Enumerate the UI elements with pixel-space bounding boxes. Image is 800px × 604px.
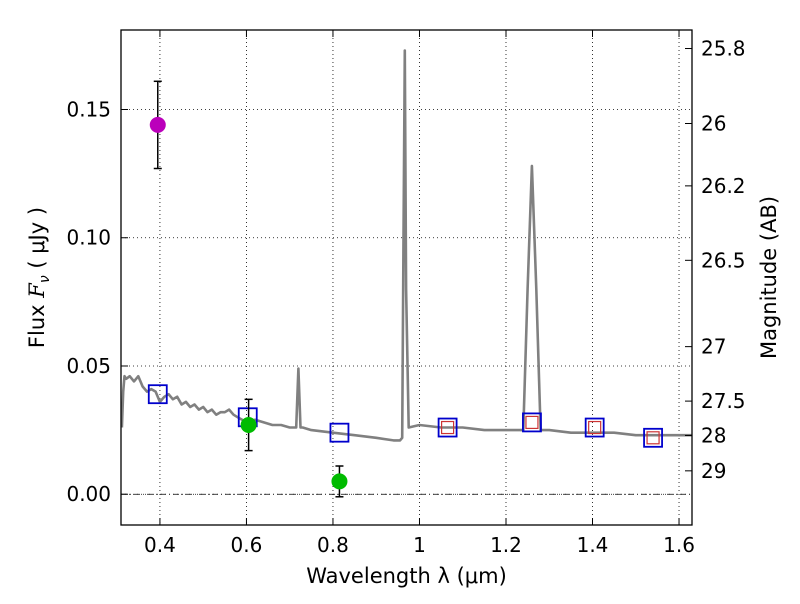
y-tick-label: 0.15 <box>66 98 111 122</box>
y2-tick-label: 27 <box>701 335 726 359</box>
y-tick-label: 0.05 <box>66 354 111 378</box>
y2-tick-label: 26.2 <box>701 174 746 198</box>
y-tick-label: 0.00 <box>66 482 111 506</box>
x-tick-label: 1.2 <box>490 533 522 557</box>
model-photometry-marker <box>437 417 458 438</box>
y2-tick-label: 26.5 <box>701 248 746 272</box>
observed-flux-point <box>240 416 257 433</box>
x-tick-label: 1.4 <box>577 533 609 557</box>
model-photometry-marker <box>147 384 168 405</box>
model-photometry-marker <box>643 427 663 448</box>
y2-tick-label: 28 <box>701 423 726 447</box>
y-axis: 0.00 0.05 0.10 0.15 <box>66 98 128 506</box>
y2-axis: 25.8 26 26.2 26.5 27 27.5 28 29 <box>685 37 746 483</box>
x-tick-label: 0.4 <box>144 533 176 557</box>
model-photometry-inner-marker <box>646 431 660 445</box>
model-photometry-marker <box>584 417 605 438</box>
sed-model-line <box>121 49 692 442</box>
x-tick-label: 1.6 <box>663 533 695 557</box>
y-axis-label: Flux Fν ( μJy ) <box>25 207 53 348</box>
y-axis-label-symbol: F <box>25 282 49 299</box>
x-tick-label: 0.8 <box>317 533 349 557</box>
model-photometry-marker <box>329 422 350 443</box>
x-tick-label: 1 <box>413 533 426 557</box>
x-axis-label: Wavelength λ (μm) <box>306 564 507 588</box>
y2-tick-label: 25.8 <box>701 37 746 61</box>
y-axis-label-unit: ( μJy ) <box>25 207 49 275</box>
plot-area <box>121 49 692 498</box>
observed-flux-point <box>331 473 348 490</box>
y-axis-label-subscript: ν <box>37 275 53 283</box>
y2-axis-label: Magnitude (AB) <box>757 196 781 359</box>
model-photometry-inner-marker <box>525 415 539 430</box>
y2-tick-label: 27.5 <box>701 389 746 413</box>
x-axis: 0.4 0.6 0.8 1 1.2 1.4 1.6 <box>144 30 695 557</box>
y2-tick-label: 26 <box>701 112 726 136</box>
x-tick-label: 0.6 <box>231 533 263 557</box>
y-tick-label: 0.10 <box>66 226 111 250</box>
model-photometry-inner-marker <box>440 420 455 435</box>
observed-flux-point <box>149 116 166 133</box>
model-photometry-marker <box>522 412 542 433</box>
y-axis-label-prefix: Flux <box>25 298 49 348</box>
y2-tick-label: 29 <box>701 459 726 483</box>
model-photometry-inner-marker <box>588 420 602 435</box>
plot-frame <box>120 29 693 526</box>
